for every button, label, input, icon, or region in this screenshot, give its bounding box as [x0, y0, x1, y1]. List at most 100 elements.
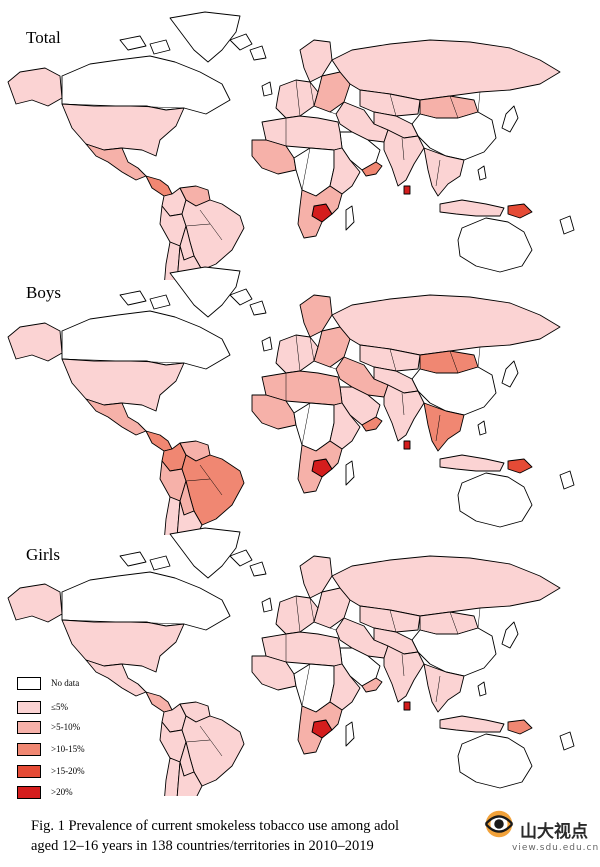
legend-item-5-10: >5-10% — [17, 720, 80, 734]
country-border — [185, 223, 211, 227]
legend-swatch — [17, 785, 41, 799]
region-south-africa — [297, 701, 343, 755]
island — [559, 731, 575, 751]
country-border — [449, 95, 459, 119]
region-middle-east — [335, 617, 389, 659]
country-border — [329, 366, 337, 370]
island — [249, 561, 267, 577]
country-border — [61, 358, 185, 364]
legend-label: >15-20% — [51, 766, 85, 776]
region-middle-east — [335, 101, 389, 143]
region-sri-lanka — [403, 185, 411, 195]
region-usa — [61, 358, 185, 412]
island — [261, 597, 273, 613]
country-border — [103, 147, 123, 151]
region-japan — [501, 105, 519, 133]
island — [477, 681, 487, 697]
region-yemen — [361, 416, 383, 432]
island — [229, 33, 253, 51]
region-usa — [61, 619, 185, 673]
region-central-am — [145, 691, 173, 713]
caption-line-2: aged 12–16 years in 138 countries/territ… — [31, 838, 374, 854]
region-russia — [331, 555, 561, 617]
region-east-africa — [329, 402, 361, 450]
region-south-africa — [297, 440, 343, 494]
region-se-asia — [423, 402, 465, 452]
region-yemen — [361, 677, 383, 693]
country-border — [329, 111, 337, 115]
panel-title: Total — [26, 28, 61, 47]
region-png — [507, 719, 533, 735]
region-usa — [61, 103, 185, 157]
region-w-europe — [275, 334, 319, 374]
island — [149, 39, 171, 55]
island — [229, 549, 253, 567]
region-alaska — [7, 583, 63, 623]
legend-swatch — [17, 700, 41, 714]
region-russia — [331, 39, 561, 101]
country-border — [401, 137, 405, 161]
panel-title: Boys — [26, 283, 61, 302]
island — [149, 294, 171, 310]
country-border — [401, 653, 405, 677]
region-russia — [331, 294, 561, 356]
legend-label: No data — [51, 678, 80, 688]
region-e-europe — [313, 587, 351, 629]
caption-line-1: Fig. 1 Prevalence of current smokeless t… — [31, 818, 400, 834]
country-border — [61, 619, 185, 625]
country-border — [285, 661, 295, 675]
region-scandinavia — [299, 294, 333, 338]
country-border — [389, 93, 397, 117]
region-png — [507, 458, 533, 474]
legend-swatch — [17, 742, 41, 756]
sdu-logo-icon — [484, 810, 514, 838]
country-border — [199, 464, 223, 496]
region-australia — [457, 733, 533, 789]
region-argentina — [176, 761, 203, 796]
country-border — [309, 597, 315, 623]
region-e-europe — [313, 71, 351, 113]
country-border — [103, 663, 123, 667]
legend-label: >10-15% — [51, 744, 85, 754]
region-australia — [457, 217, 533, 273]
region-east-africa — [329, 147, 361, 195]
country-border — [185, 739, 211, 743]
region-greenland — [169, 527, 241, 579]
country-border — [285, 145, 295, 159]
region-sri-lanka — [403, 440, 411, 450]
legend-label: >20% — [51, 787, 73, 797]
region-scandinavia — [299, 555, 333, 599]
legend-swatch — [17, 720, 41, 734]
legend-swatch — [17, 676, 41, 690]
region-w-europe — [275, 595, 319, 635]
country-border — [449, 611, 459, 635]
panel-title: Girls — [26, 545, 60, 564]
region-japan — [501, 360, 519, 388]
country-border — [103, 402, 123, 406]
country-border — [295, 79, 301, 117]
region-argentina — [176, 500, 203, 535]
country-border — [199, 725, 223, 757]
island — [249, 45, 267, 61]
island — [559, 470, 575, 490]
world-map-total — [7, 11, 575, 280]
country-border — [435, 159, 441, 187]
region-madagascar — [345, 721, 355, 747]
country-border — [185, 478, 211, 482]
island — [149, 555, 171, 571]
island — [229, 288, 253, 306]
island — [559, 215, 575, 235]
country-border — [295, 334, 301, 372]
region-madagascar — [345, 205, 355, 231]
country-border — [401, 392, 405, 416]
country-border — [301, 663, 311, 707]
region-central-am — [145, 175, 173, 197]
country-border — [477, 607, 481, 629]
region-e-europe — [313, 326, 351, 368]
region-se-asia — [423, 147, 465, 197]
region-central-am — [145, 430, 173, 452]
country-border — [61, 103, 185, 109]
legend-item-10-15: >10-15% — [17, 742, 85, 756]
island — [119, 551, 147, 567]
legend-swatch — [17, 764, 41, 778]
